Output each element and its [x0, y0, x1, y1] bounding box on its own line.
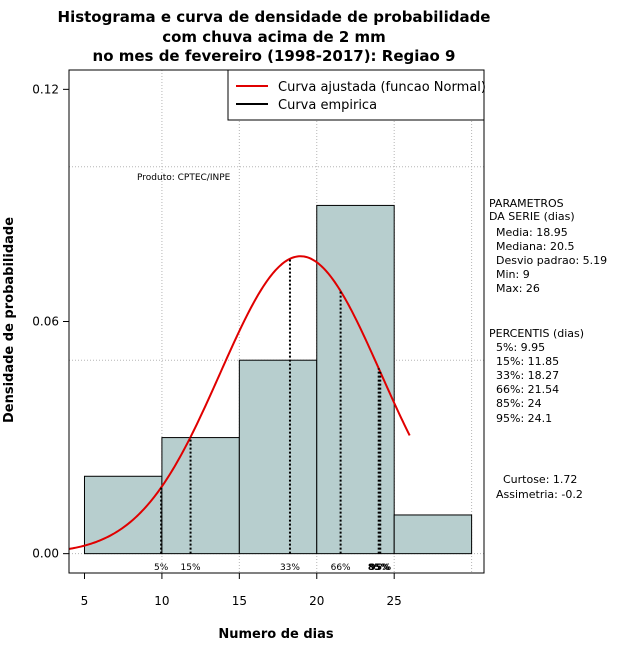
side-panel-line-6: Max: 26	[489, 282, 540, 295]
histogram-bar-3	[316, 204, 395, 555]
x-tick-label-0: 5	[81, 594, 89, 608]
side-panel-line-0: PARAMETROS	[489, 197, 564, 210]
side-panel-line-9: 5%: 9.95	[489, 341, 545, 354]
normal-fit-curve	[68, 255, 411, 550]
side-panel-line-11: 33%: 18.27	[489, 369, 559, 382]
percentile-label-1: 15%	[181, 563, 201, 573]
side-panel-line-13: 85%: 24	[489, 397, 542, 410]
legend-box	[227, 69, 485, 121]
percentile-label-3: 66%	[331, 563, 351, 573]
side-panel-line-10: 15%: 11.85	[489, 355, 559, 368]
chart-title-line-2: com chuva acima de 2 mm	[162, 28, 386, 46]
x-tick-label-3: 20	[309, 594, 324, 608]
legend-label-0: Curva ajustada (funcao Normal)	[278, 80, 486, 95]
percentile-label-0: 5%	[154, 563, 169, 573]
chart-title-line-3: no mes de fevereiro (1998-2017): Regiao …	[93, 47, 456, 65]
product-annotation: Produto: CPTEC/INPE	[137, 173, 231, 183]
y-tick-label-0: 0.00	[32, 547, 59, 561]
side-panel-line-17: Curtose: 1.72	[489, 473, 577, 486]
x-tick-label-4: 25	[387, 594, 402, 608]
x-tick-label-1: 10	[154, 594, 169, 608]
side-panel-line-3: Mediana: 20.5	[489, 240, 574, 253]
legend-label-1: Curva empirica	[278, 98, 377, 113]
side-panel-line-4: Desvio padrao: 5.19	[489, 254, 607, 267]
side-panel-line-2: Media: 18.95	[489, 226, 568, 239]
side-panel-line-5: Min: 9	[489, 268, 530, 281]
side-panel-line-8: PERCENTIS (dias)	[489, 327, 584, 340]
x-tick-label-2: 15	[232, 594, 247, 608]
x-axis-title: Numero de dias	[218, 627, 334, 642]
side-panel-line-14: 95%: 24.1	[489, 412, 552, 425]
side-panel-line-1: DA SERIE (dias)	[489, 210, 575, 223]
y-tick-label-1: 0.06	[32, 315, 59, 329]
histogram-bar-1	[161, 437, 240, 555]
percentile-label-4: 85%	[368, 563, 390, 573]
percentile-label-5: 95%	[369, 563, 391, 573]
histogram-bar-2	[238, 359, 318, 555]
percentile-label-2: 33%	[280, 563, 300, 573]
y-axis-title: Densidade de probabilidade	[2, 217, 17, 423]
y-tick-label-2: 0.12	[32, 82, 59, 96]
side-panel-line-18: Assimetria: -0.2	[489, 488, 583, 501]
chart-title-line-1: Histograma e curva de densidade de proba…	[58, 8, 491, 26]
histogram-bar-4	[393, 514, 473, 555]
side-panel-line-12: 66%: 21.54	[489, 383, 559, 396]
